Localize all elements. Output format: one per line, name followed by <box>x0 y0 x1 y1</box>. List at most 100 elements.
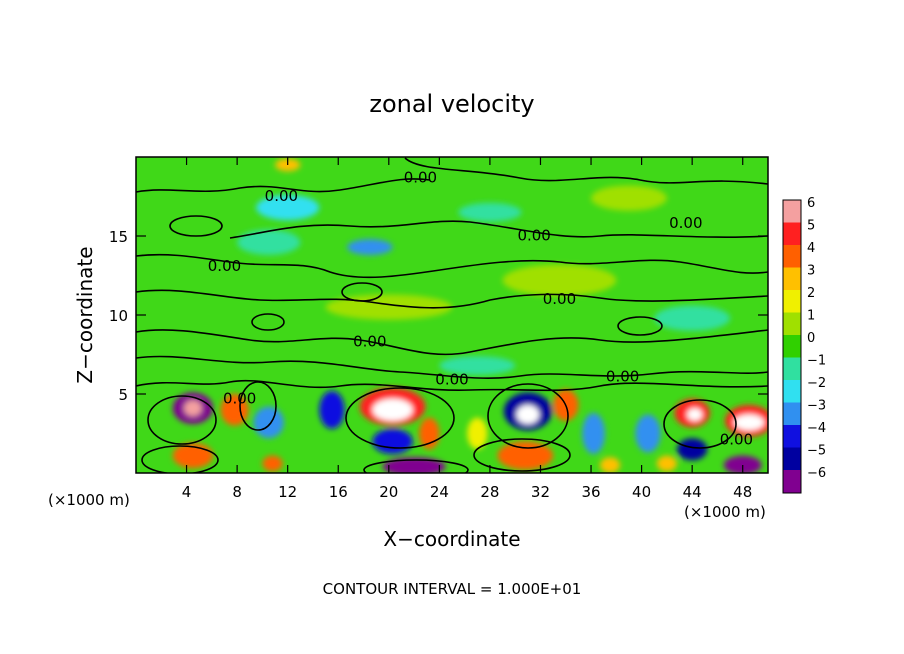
field-blob <box>467 417 488 450</box>
contour-line <box>169 215 223 237</box>
contour-line <box>136 379 768 392</box>
field-blob <box>497 441 554 470</box>
field-blob <box>723 455 762 473</box>
contour-line <box>141 445 219 473</box>
colorbar-label: 4 <box>807 241 815 256</box>
contour-label: 0.00 <box>404 168 437 186</box>
x-tick-label: 36 <box>581 483 600 501</box>
contour-line <box>473 438 571 472</box>
field-blob <box>676 438 708 461</box>
field-blob <box>184 400 202 417</box>
field-blob <box>582 412 605 455</box>
contour-line <box>663 399 737 449</box>
colorbar-label: 0 <box>807 331 815 346</box>
field-blob <box>439 356 516 376</box>
field-blob <box>372 398 413 421</box>
colorbar-swatch <box>783 357 801 381</box>
contour-line <box>251 313 285 331</box>
x-tick-label: 44 <box>683 483 702 501</box>
colorbar-swatch <box>783 200 801 223</box>
field-blob <box>502 264 617 297</box>
colorbar-label: −3 <box>807 399 826 414</box>
colorbar-swatch <box>783 470 801 493</box>
plot-area: 0.00 0.00 0.00 0.00 0.00 0.00 0.00 0.00 0.00 0.00… <box>136 157 768 473</box>
x-unit-label-right: (×1000 m) <box>684 503 766 521</box>
field-blob <box>458 202 522 222</box>
x-tick-label: 24 <box>430 483 449 501</box>
colorbar-label: −6 <box>807 466 826 481</box>
contour-line <box>341 282 383 302</box>
y-tick-label: 10 <box>109 307 128 325</box>
y-axis-title: Z−coordinate <box>73 246 97 383</box>
colorbar-label: 5 <box>807 219 815 234</box>
colorbar-swatch <box>783 312 801 336</box>
contour-label: 0.00 <box>265 187 298 205</box>
field-blob <box>599 457 621 473</box>
chart-title: zonal velocity <box>369 90 534 118</box>
x-unit-label: (×1000 m) <box>48 491 130 509</box>
contour-line <box>345 387 455 449</box>
colorbar-frame <box>782 199 802 494</box>
field-blob <box>733 414 765 431</box>
zero-contours <box>136 157 768 473</box>
field-blob <box>256 194 320 221</box>
contour-line <box>136 253 561 279</box>
x-axis-title: X−coordinate <box>383 527 520 551</box>
x-tick-label: 4 <box>182 483 192 501</box>
contour-label: 0.00 <box>517 227 550 245</box>
colorbar-label: −4 <box>807 421 826 436</box>
field-blob <box>319 390 345 429</box>
contour-label: 0.00 <box>208 257 241 275</box>
field-blob <box>635 414 661 453</box>
contour-label: 0.00 <box>720 431 753 449</box>
x-tick-label: 28 <box>480 483 499 501</box>
contour-line <box>136 355 768 379</box>
field-blob <box>654 305 731 331</box>
y-axis: 5 10 15 <box>109 228 768 404</box>
colorbar-label: −5 <box>807 444 826 459</box>
field-blob <box>237 229 301 255</box>
colorbar-swatch <box>783 447 801 471</box>
colorbar-swatch <box>783 335 801 358</box>
contour-line <box>147 395 217 445</box>
contour-label: 0.00 <box>435 371 468 389</box>
contour-line <box>559 259 768 274</box>
colorbar-swatch <box>783 267 801 291</box>
colorbar-swatch <box>783 222 801 246</box>
contour-label: 0.00 <box>669 214 702 232</box>
contour-label: 0.00 <box>353 333 386 351</box>
contour-line <box>136 289 768 309</box>
contour-line <box>229 220 768 239</box>
field-blob <box>419 417 440 450</box>
colorbar-label: 2 <box>807 286 815 301</box>
velocity-field <box>172 158 768 473</box>
field-blob <box>372 428 413 455</box>
y-tick-label: 15 <box>109 228 128 246</box>
colorbar-label: −1 <box>807 354 826 369</box>
colorbar-swatch <box>783 290 801 313</box>
colorbar-swatch <box>783 425 801 448</box>
contour-line <box>136 178 431 193</box>
colorbar-label: −2 <box>807 376 826 391</box>
x-tick-label: 8 <box>232 483 242 501</box>
x-axis: 4 8 12 16 20 24 28 32 36 40 44 48 <box>182 157 752 501</box>
x-tick-label: 12 <box>278 483 297 501</box>
x-tick-label: 48 <box>733 483 752 501</box>
colorbar-swatch <box>783 402 801 426</box>
colorbar-label: 3 <box>807 264 815 279</box>
contour-labels: 0.00 0.00 0.00 0.00 0.00 0.00 0.00 0.00 0.00 0.00… <box>208 168 753 448</box>
contour-line <box>404 157 768 185</box>
contour-label: 0.00 <box>543 290 576 308</box>
x-tick-label: 40 <box>632 483 651 501</box>
contour-line <box>136 329 768 356</box>
x-tick-label: 32 <box>531 483 550 501</box>
field-blob <box>516 405 540 425</box>
colorbar-swatch <box>783 380 801 403</box>
contour-line <box>363 459 469 473</box>
field-blob <box>591 185 667 211</box>
contour-label: 0.00 <box>223 389 256 407</box>
colorbar-swatch <box>783 245 801 268</box>
contour-line <box>239 381 277 431</box>
field-blob <box>262 455 283 472</box>
